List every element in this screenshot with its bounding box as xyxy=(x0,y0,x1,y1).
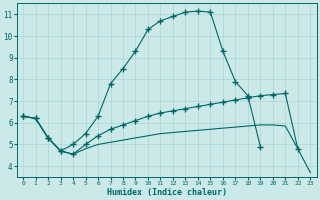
X-axis label: Humidex (Indice chaleur): Humidex (Indice chaleur) xyxy=(107,188,227,197)
